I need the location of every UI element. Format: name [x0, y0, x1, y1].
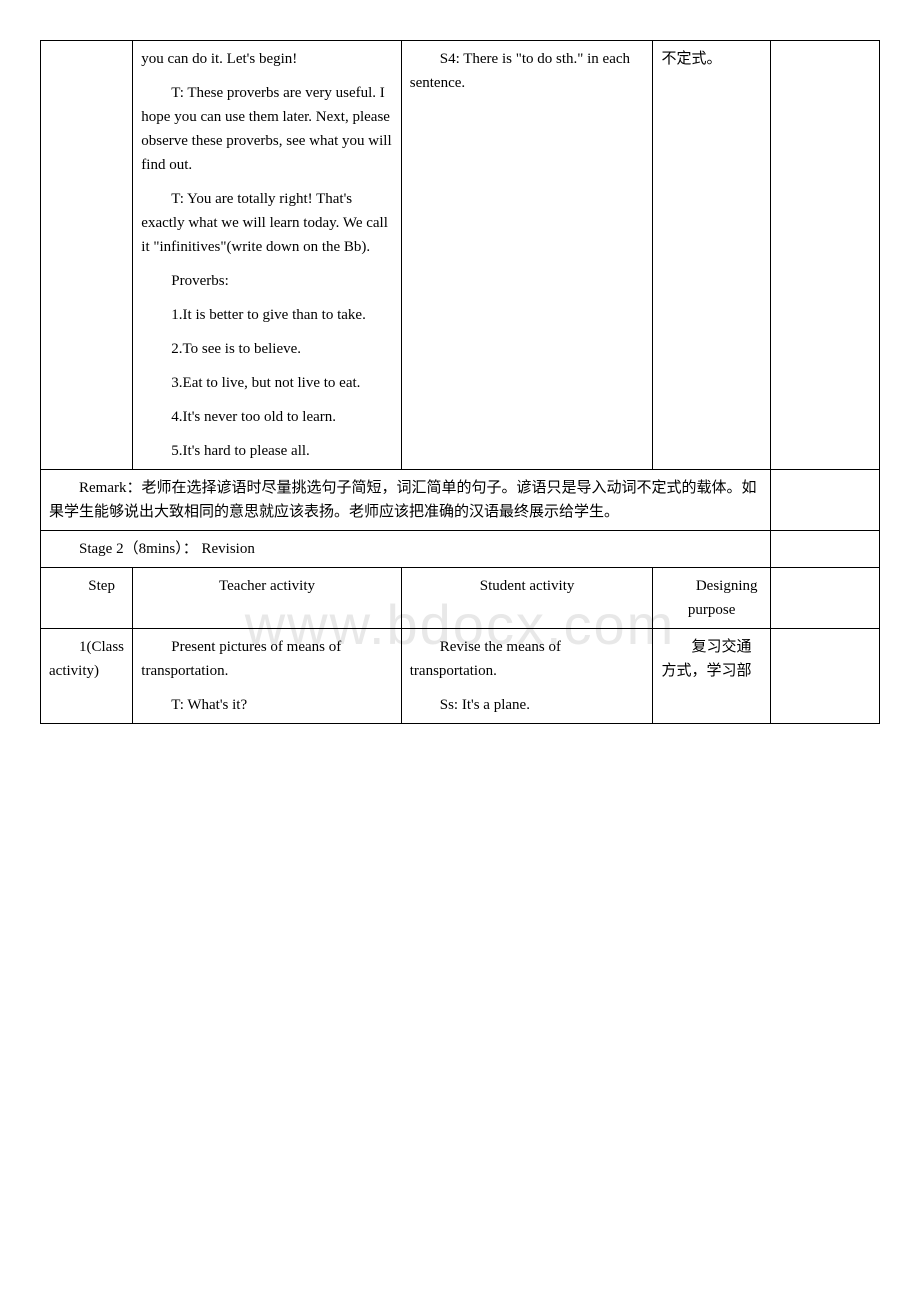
teacher-text: T: These proverbs are very useful. I hop… — [141, 81, 392, 177]
teacher-activity-cell: you can do it. Let's begin! T: These pro… — [133, 41, 401, 470]
remark-text: Remark：老师在选择谚语时尽量挑选句子简短，词汇简单的句子。谚语只是导入动词… — [49, 476, 762, 524]
empty-cell — [770, 629, 879, 724]
student-text: S4: There is "to do sth." in each senten… — [410, 47, 645, 95]
teacher-text: Proverbs: — [141, 269, 392, 293]
header-student: Student activity — [401, 568, 653, 629]
proverb-2: 2.To see is to believe. — [141, 337, 392, 361]
empty-cell — [770, 568, 879, 629]
empty-cell — [770, 470, 879, 531]
empty-cell — [770, 531, 879, 568]
header-teacher: Teacher activity — [133, 568, 401, 629]
column-header-row: Step Teacher activity Student activity D… — [41, 568, 880, 629]
student-activity-cell: S4: There is "to do sth." in each senten… — [401, 41, 653, 470]
header-label: Teacher activity — [141, 574, 392, 598]
student-text: Revise the means of transportation. — [410, 635, 645, 683]
header-step: Step — [41, 568, 133, 629]
teacher-text: T: What's it? — [141, 693, 392, 717]
student-activity-cell: Revise the means of transportation. Ss: … — [401, 629, 653, 724]
purpose-text: 不定式。 — [661, 51, 721, 67]
proverb-3: 3.Eat to live, but not live to eat. — [141, 371, 392, 395]
teacher-text: Present pictures of means of transportat… — [141, 635, 392, 683]
content-row-1: you can do it. Let's begin! T: These pro… — [41, 41, 880, 470]
purpose-text: 复习交通方式，学习部 — [661, 635, 761, 683]
purpose-cell: 不定式。 — [653, 41, 770, 470]
header-label: Student activity — [410, 574, 645, 598]
remark-row: Remark：老师在选择谚语时尽量挑选句子简短，词汇简单的句子。谚语只是导入动词… — [41, 470, 880, 531]
student-text: Ss: It's a plane. — [410, 693, 645, 717]
proverb-5: 5.It's hard to please all. — [141, 439, 392, 463]
stage-header-row: Stage 2（8mins）： Revision — [41, 531, 880, 568]
header-purpose: Designing purpose — [653, 568, 770, 629]
empty-cell — [770, 41, 879, 470]
stage-title: Stage 2（8mins）： Revision — [49, 537, 762, 561]
step-cell: 1(Class activity) — [41, 629, 133, 724]
header-label: Step — [49, 574, 124, 598]
teacher-text: you can do it. Let's begin! — [141, 47, 392, 71]
proverb-1: 1.It is better to give than to take. — [141, 303, 392, 327]
step-cell — [41, 41, 133, 470]
teacher-activity-cell: Present pictures of means of transportat… — [133, 629, 401, 724]
purpose-cell: 复习交通方式，学习部 — [653, 629, 770, 724]
header-label: Designing purpose — [661, 574, 761, 622]
proverb-4: 4.It's never too old to learn. — [141, 405, 392, 429]
stage-header-cell: Stage 2（8mins）： Revision — [41, 531, 771, 568]
remark-cell: Remark：老师在选择谚语时尽量挑选句子简短，词汇简单的句子。谚语只是导入动词… — [41, 470, 771, 531]
lesson-plan-table: you can do it. Let's begin! T: These pro… — [40, 40, 880, 724]
content-row-2: 1(Class activity) Present pictures of me… — [41, 629, 880, 724]
teacher-text: T: You are totally right! That's exactly… — [141, 187, 392, 259]
step-text: 1(Class activity) — [49, 635, 124, 683]
